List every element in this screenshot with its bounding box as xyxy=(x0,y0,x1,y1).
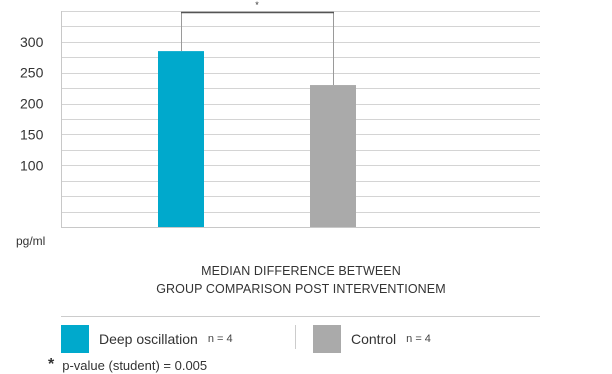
legend-n-deep-oscillation: n = 4 xyxy=(207,333,233,345)
chart-title-line-2: GROUP COMPARISON POST INTERVENTIONEM xyxy=(156,282,446,296)
legend-swatch-control xyxy=(313,325,341,353)
legend-item-control: Control n = 4 xyxy=(313,325,431,353)
footnote-star: * xyxy=(48,356,55,373)
chart-title-line-1: MEDIAN DIFFERENCE BETWEEN xyxy=(201,264,401,278)
bar-deep-oscillation xyxy=(158,51,204,227)
legend-item-deep-oscillation: Deep oscillation n = 4 xyxy=(61,325,233,353)
bar-control xyxy=(310,85,356,227)
significance-star: * xyxy=(255,0,259,10)
y-tick-label: 150 xyxy=(20,126,44,142)
y-axis-unit-label: pg/ml xyxy=(16,234,45,248)
y-tick-label: 300 xyxy=(20,34,44,50)
chart-title: MEDIAN DIFFERENCE BETWEEN GROUP COMPARIS… xyxy=(61,262,541,298)
footnote: * p-value (student) = 0.005 xyxy=(48,356,207,374)
y-tick-label: 100 xyxy=(20,157,44,173)
legend-swatch-deep-oscillation xyxy=(61,325,89,353)
footnote-text: p-value (student) = 0.005 xyxy=(62,357,208,373)
y-tick-label: 200 xyxy=(20,96,44,112)
legend-n-control: n = 4 xyxy=(406,333,431,345)
legend-label-deep-oscillation: Deep oscillation xyxy=(99,331,198,347)
legend-label-control: Control xyxy=(351,331,397,347)
y-tick-label: 250 xyxy=(20,65,44,81)
legend-separator xyxy=(295,325,296,349)
legend-divider-line xyxy=(61,316,540,317)
